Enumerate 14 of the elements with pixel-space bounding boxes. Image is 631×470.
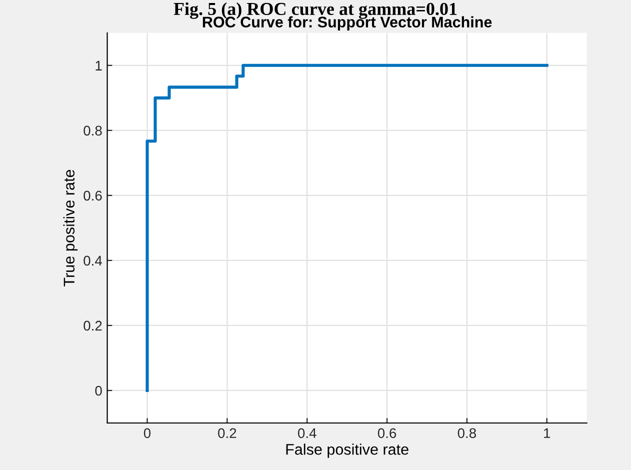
- x-axis-title: False positive rate: [286, 444, 408, 458]
- x-tick-label: 0.6: [378, 428, 396, 438]
- y-tick-label: 0: [95, 386, 102, 396]
- y-tick-label: 1: [96, 60, 102, 70]
- y-tick-label: 0.4: [84, 256, 102, 266]
- x-tick-label: 0.8: [458, 428, 476, 438]
- x-tick-label: 0: [144, 428, 151, 438]
- y-axis-title: True positive rate: [63, 170, 78, 286]
- x-tick-label: 1: [544, 428, 550, 438]
- x-tick-label: 0.2: [218, 428, 236, 438]
- y-tick-label: 0.8: [84, 126, 102, 136]
- y-tick-label: 0.6: [84, 190, 102, 201]
- y-tick-label: 0.2: [84, 320, 102, 331]
- x-tick-label: 0.4: [298, 428, 316, 438]
